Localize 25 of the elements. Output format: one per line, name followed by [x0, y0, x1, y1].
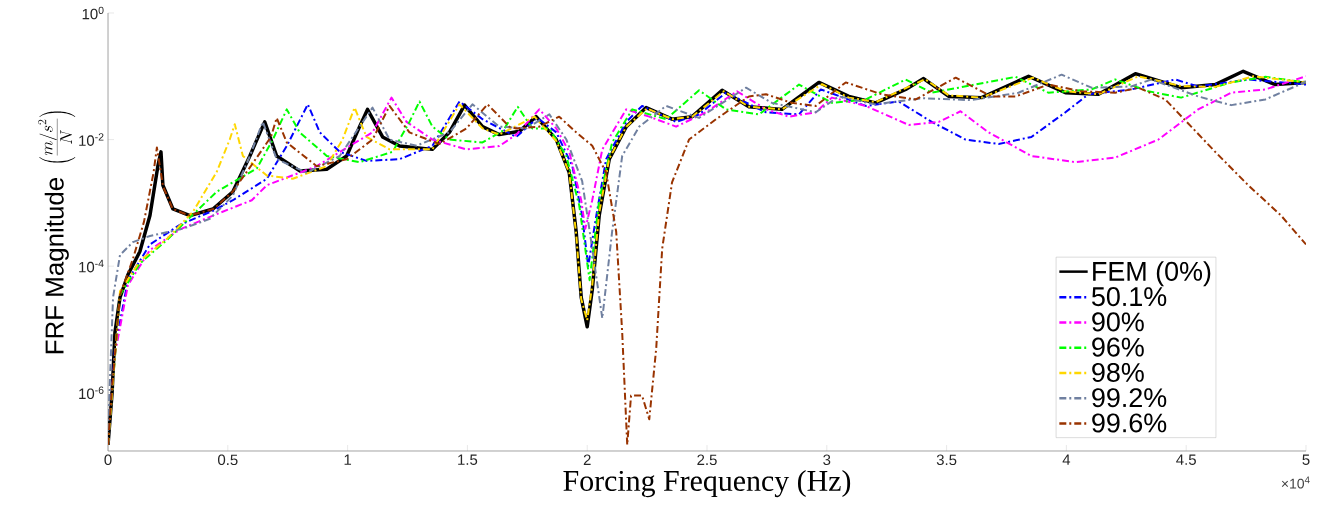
x-tick-label: 1: [344, 454, 352, 465]
y-tick-label: 10$^{-6}$: [79, 386, 104, 400]
legend-label: 90%: [1092, 312, 1144, 332]
x-tick-label: 5: [1302, 454, 1310, 465]
x-tick-label: 3: [823, 454, 831, 466]
legend-label: 99.2%: [1092, 388, 1167, 408]
y-axis-title: $\mathrm{FRF\ Magnitude}\ \left(\frac{m/s^{2}}{N}\right)$: [38, 111, 76, 354]
legend-label: 96%: [1092, 337, 1144, 357]
y-tick-label: 10$^{-2}$: [79, 133, 104, 146]
x-axis-title: Forcing Frequency (Hz): [563, 469, 851, 498]
x-tick-label: 4: [1062, 454, 1071, 465]
legend-label: 98%: [1092, 362, 1144, 382]
y-tick-label: 10$^{-4}$: [79, 259, 104, 273]
x-tick-label: 4.5: [1176, 454, 1196, 465]
legend-label: 99.6%: [1092, 413, 1167, 433]
text: ×10$^{4}$: [1281, 476, 1310, 489]
x-tick-label: 0.5: [218, 454, 238, 466]
x-tick-label: 1.5: [458, 454, 478, 465]
x-tick-label: 0: [104, 454, 112, 466]
x-tick-label: 2: [583, 454, 591, 465]
y-tick-label: 10$^{0}$: [82, 6, 104, 20]
legend-label: 50.1%: [1092, 287, 1167, 307]
x-tick-label: 3.5: [936, 454, 957, 466]
x-tick-label: 2.5: [697, 454, 717, 466]
legend-label: FEM (0%): [1093, 261, 1211, 287]
